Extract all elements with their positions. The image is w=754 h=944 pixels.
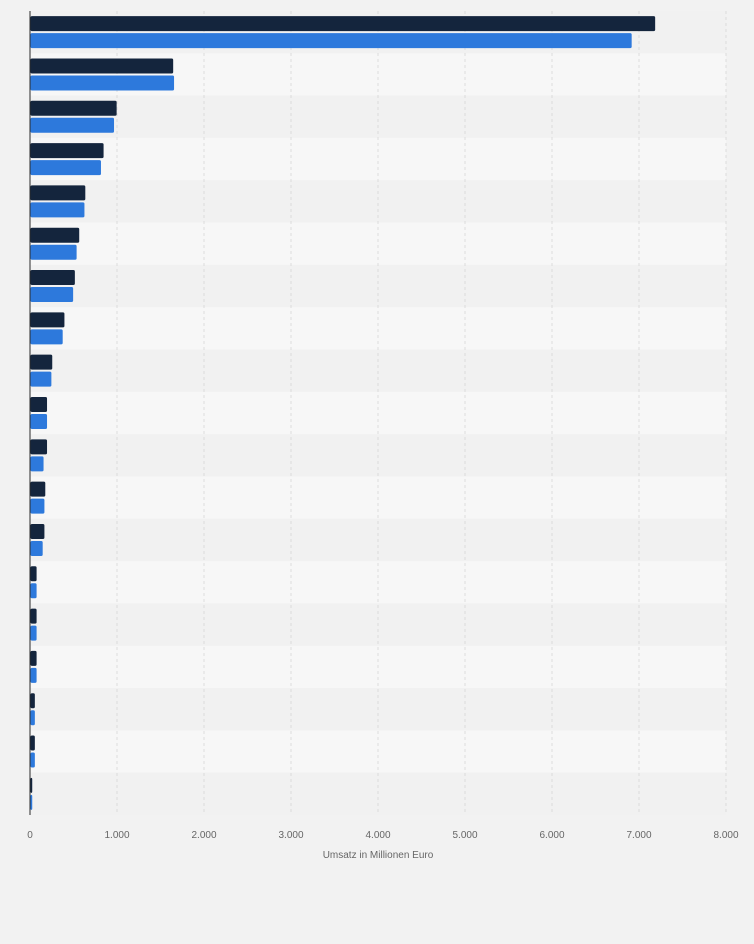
bar-series-2-row-9[interactable] xyxy=(30,371,52,387)
bar-series-2-row-14[interactable] xyxy=(30,583,37,599)
bar-series-1-row-10[interactable] xyxy=(30,397,48,412)
bar-series-1-row-19[interactable] xyxy=(30,777,33,793)
bar-series-2-row-5[interactable] xyxy=(30,202,85,218)
bar-series-2-row-3[interactable] xyxy=(30,117,115,133)
bar-series-1-row-11[interactable] xyxy=(30,439,48,455)
bar-series-1-row-14[interactable] xyxy=(30,566,37,582)
bar-series-2-row-4[interactable] xyxy=(30,160,101,176)
bar-series-1-row-8[interactable] xyxy=(30,312,65,328)
bar-series-1-row-4[interactable] xyxy=(30,143,104,159)
bar-series-1-row-9[interactable] xyxy=(30,354,53,370)
bar-series-1-row-18[interactable] xyxy=(30,735,35,751)
bar-series-2-row-6[interactable] xyxy=(30,244,77,260)
bar-series-2-row-11[interactable] xyxy=(30,456,44,472)
x-tick-label: 4.000 xyxy=(365,830,390,841)
grid-lines xyxy=(116,11,727,815)
x-axis-title: Umsatz in Millionen Euro xyxy=(323,850,434,861)
bar-series-2-row-10[interactable] xyxy=(30,414,48,429)
bar-series-2-row-16[interactable] xyxy=(30,667,37,683)
bar-series-1-row-1[interactable] xyxy=(30,16,656,32)
bar-series-1-row-7[interactable] xyxy=(30,270,75,286)
bar-series-2-row-8[interactable] xyxy=(30,329,63,345)
bar-series-1-row-17[interactable] xyxy=(30,693,35,709)
bar-series-2-row-19[interactable] xyxy=(30,794,33,810)
x-tick-label: 6.000 xyxy=(539,830,564,841)
x-tick-label: 7.000 xyxy=(626,830,651,841)
bar-series-1-row-6[interactable] xyxy=(30,227,80,243)
bar-series-1-row-3[interactable] xyxy=(30,100,117,116)
bar-series-1-row-16[interactable] xyxy=(30,650,37,666)
x-tick-label: 3.000 xyxy=(278,830,303,841)
x-tick-label: 8.000 xyxy=(713,830,738,841)
bar-series-2-row-17[interactable] xyxy=(30,710,35,726)
bar-series-1-row-13[interactable] xyxy=(30,523,45,539)
bar-series-1-row-2[interactable] xyxy=(30,58,174,74)
x-tick-labels: 0 1.000 2.000 3.000 4.000 5.000 6.000 7.000 8.00… xyxy=(27,830,739,841)
bar-series-2-row-1[interactable] xyxy=(30,33,632,49)
x-tick-label: 1.000 xyxy=(104,830,129,841)
x-tick-label: 2.000 xyxy=(191,830,216,841)
bar-series-2-row-12[interactable] xyxy=(30,498,45,514)
bar-series-2-row-7[interactable] xyxy=(30,287,74,303)
bars xyxy=(30,16,656,810)
bar-series-2-row-15[interactable] xyxy=(30,625,37,641)
bar-series-1-row-5[interactable] xyxy=(30,185,86,201)
bar-series-1-row-12[interactable] xyxy=(30,481,46,497)
bar-series-2-row-13[interactable] xyxy=(30,540,43,556)
bar-series-2-row-2[interactable] xyxy=(30,75,175,91)
x-tick-label: 0 xyxy=(27,830,33,841)
x-tick-label: 5.000 xyxy=(452,830,477,841)
bar-series-1-row-15[interactable] xyxy=(30,608,37,624)
bar-series-2-row-18[interactable] xyxy=(30,752,35,768)
